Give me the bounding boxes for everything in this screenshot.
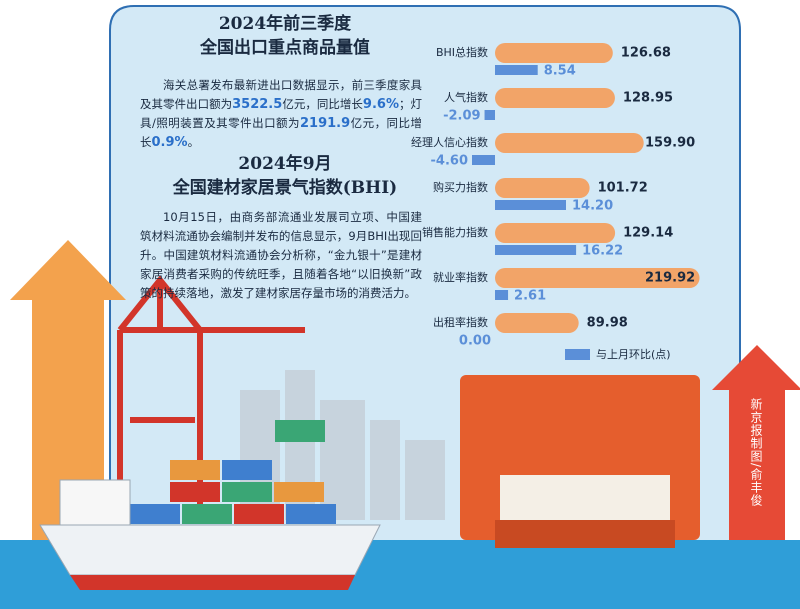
value-label: 129.14 <box>623 226 673 241</box>
bar <box>495 88 615 108</box>
value-label: 0.00 <box>459 334 491 349</box>
category-label: 经理人信心指数 <box>411 135 488 149</box>
value-label: 159.90 <box>645 136 695 151</box>
value-label: 14.20 <box>572 199 613 214</box>
bar <box>495 245 577 255</box>
red-arrow <box>712 345 800 600</box>
category-label: 人气指数 <box>444 90 488 104</box>
bar <box>495 43 613 63</box>
value-label: -4.60 <box>431 154 468 169</box>
text: 。 <box>187 135 200 149</box>
highlight: 9.6% <box>362 97 399 112</box>
text: 亿元，同比增长 <box>282 97 363 111</box>
bar <box>495 223 616 243</box>
value-label: 2.61 <box>514 289 546 304</box>
text: 海关总署发布最新进出口数据显示，前三季度家具及其零件出口额为 <box>140 78 422 111</box>
title: 2024年9月全国建材家居景气指数(BHI) <box>140 152 430 200</box>
category-label: 销售能力指数 <box>422 225 488 239</box>
crane <box>117 275 305 520</box>
title-line: 全国出口重点商品量值 <box>200 38 370 58</box>
bar <box>495 268 700 288</box>
ship-bridge <box>59 479 131 526</box>
bar <box>495 290 509 300</box>
title-line: 2024年9月 <box>238 154 332 174</box>
category-label: 购买力指数 <box>433 180 488 194</box>
category-label: 出租率指数 <box>433 315 488 329</box>
ship-hull <box>39 524 381 576</box>
value-label: 101.72 <box>598 181 648 196</box>
legend-label: 与上月环比(点) <box>596 348 671 361</box>
title-line: 2024年前三季度 <box>218 14 352 34</box>
text: ；灯具/照明装置及其零件出口额为 <box>140 97 422 130</box>
value-label: 219.92 <box>645 271 695 286</box>
value-label: 128.95 <box>623 91 673 106</box>
hanging-container <box>275 420 325 442</box>
containers <box>130 460 336 524</box>
legend-swatch <box>565 349 590 360</box>
highlight: 2191.9 <box>300 116 351 131</box>
ship-keel <box>70 575 355 590</box>
highlight: 3522.5 <box>232 97 283 112</box>
value-label: 8.54 <box>544 64 576 79</box>
bar <box>495 313 579 333</box>
bed-sheet <box>500 475 670 525</box>
bed-frame <box>495 520 675 548</box>
value-label: 89.98 <box>587 316 628 331</box>
bar <box>495 200 566 210</box>
bar <box>472 155 495 165</box>
bar <box>495 65 538 75</box>
title: 2024年前三季度 全国出口重点商品量值 <box>140 12 430 60</box>
credit: 新京报制图/俞丰俊 <box>749 398 763 508</box>
category-label: BHI总指数 <box>436 45 488 59</box>
paragraph: 海关总署发布最新进出口数据显示，前三季度家具及其零件出口额为3522.5亿元，同… <box>140 76 422 152</box>
title-line: 全国建材家居景气指数(BHI) <box>172 178 398 198</box>
paragraph: 10月15日，由商务部流通业发展司立项、中国建筑材料流通协会编制并发布的信息显示… <box>140 210 422 300</box>
text: 亿元，同比增长 <box>140 116 423 149</box>
highlight: 0.9% <box>151 135 188 150</box>
category-label: 就业率指数 <box>433 270 488 284</box>
bar <box>495 133 644 153</box>
bar <box>484 110 495 120</box>
bar <box>495 178 590 198</box>
value-label: 16.22 <box>582 244 623 259</box>
value-label: 126.68 <box>621 46 671 61</box>
value-label: -2.09 <box>443 109 480 124</box>
